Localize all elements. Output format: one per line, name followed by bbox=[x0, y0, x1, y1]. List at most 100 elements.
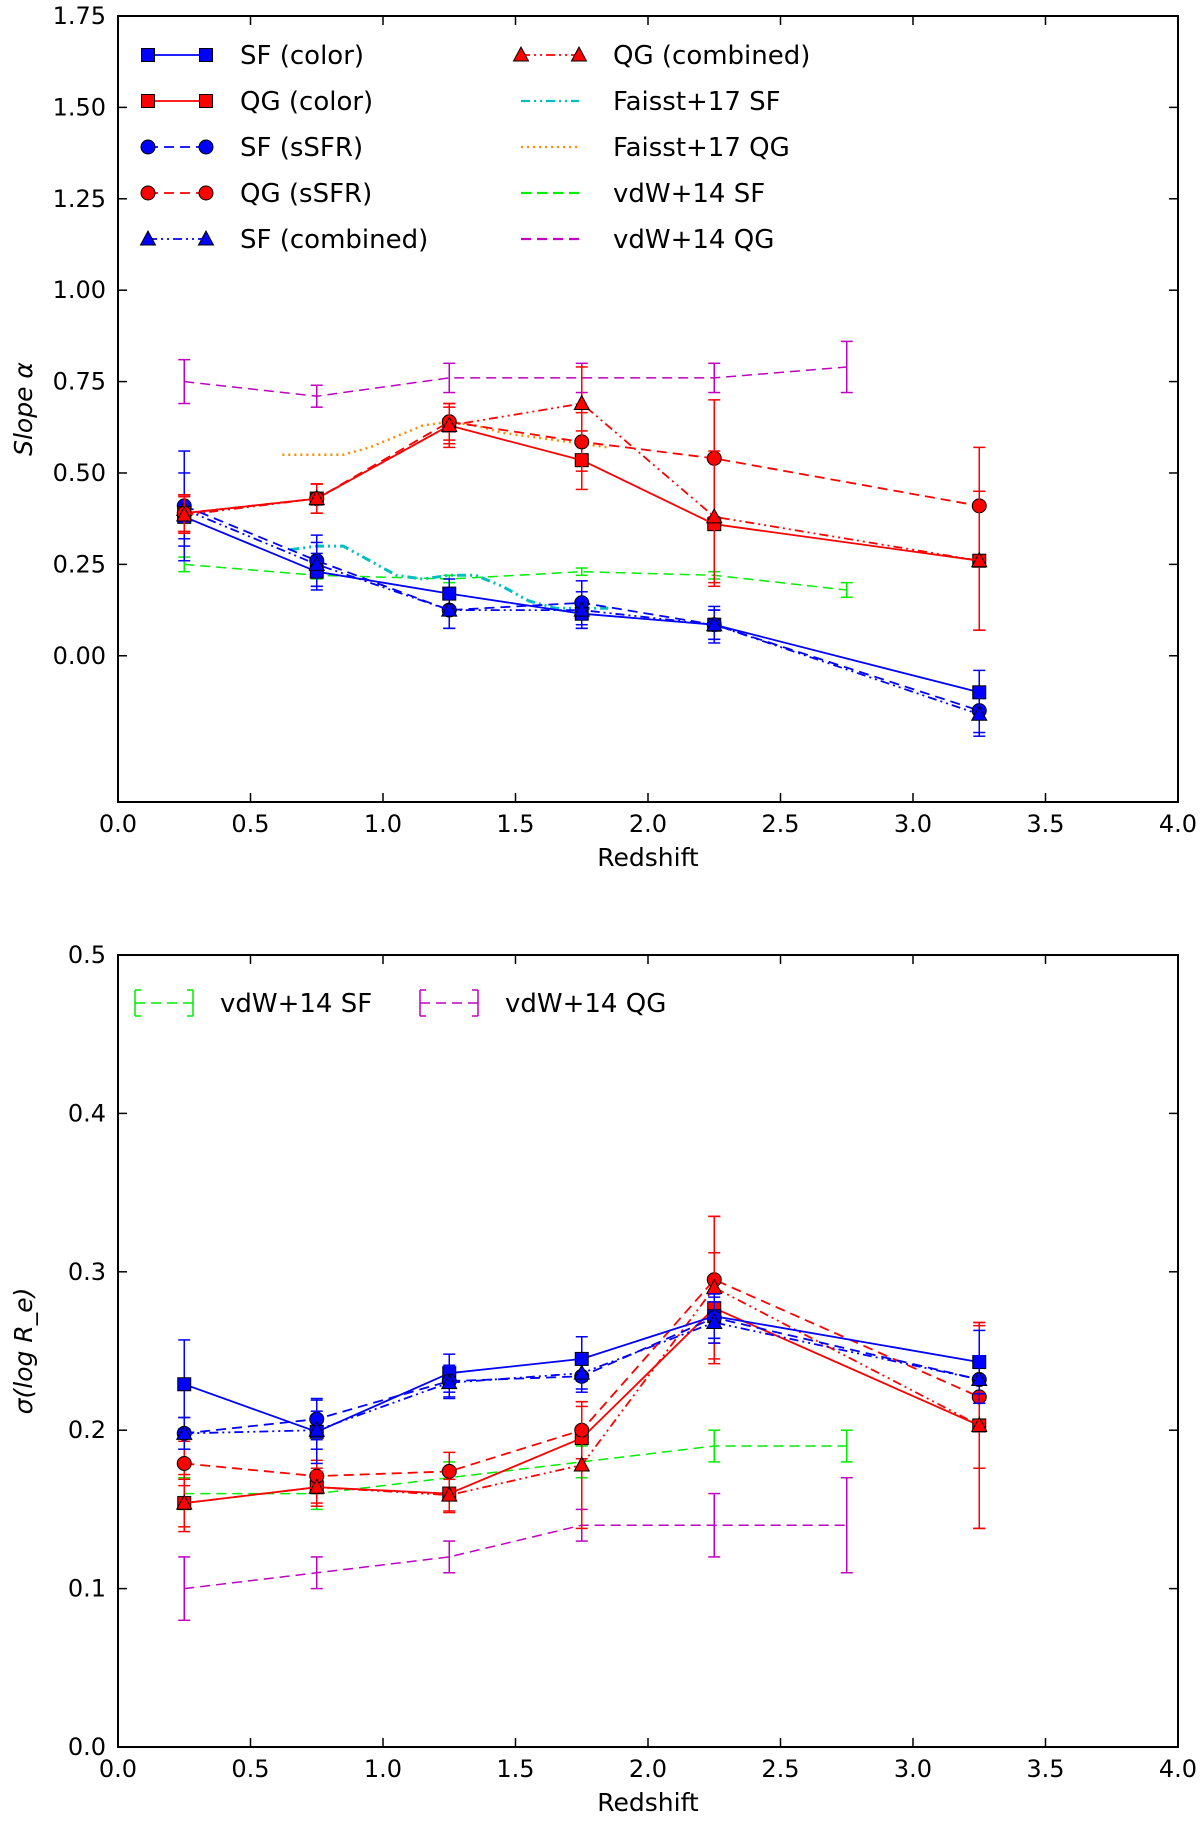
legend-entry-qg-ssfr: QG (sSFR) bbox=[140, 179, 372, 209]
legend-label: vdW+14 SF bbox=[220, 989, 372, 1019]
y-tick-label: 0.4 bbox=[68, 1099, 106, 1127]
series-vdw-14-qg bbox=[178, 340, 853, 408]
legend: vdW+14 SF vdW+14 QG bbox=[134, 989, 666, 1019]
legend-marker bbox=[139, 229, 157, 246]
data-point bbox=[970, 705, 988, 721]
legend-marker bbox=[140, 185, 156, 201]
data-point bbox=[705, 1313, 723, 1329]
legend-marker bbox=[141, 48, 155, 62]
legend-entry-qg-combined: QG (combined) bbox=[512, 41, 810, 71]
data-point bbox=[440, 1373, 458, 1390]
legend-marker bbox=[198, 185, 214, 201]
data-point bbox=[177, 1377, 192, 1392]
legend-entry-faisst-17-qg: Faisst+17 QG bbox=[521, 133, 790, 163]
y-tick-label: 0.0 bbox=[68, 1733, 106, 1761]
x-tick-label: 3.0 bbox=[894, 810, 932, 838]
legend-label: SF (color) bbox=[240, 41, 364, 71]
x-tick-label: 1.5 bbox=[496, 810, 534, 838]
x-axis-label: Redshift bbox=[597, 1788, 699, 1817]
x-tick-label: 1.0 bbox=[364, 810, 402, 838]
data-point bbox=[176, 1455, 192, 1471]
y-tick-label: 0.2 bbox=[68, 1416, 106, 1444]
legend-entry-faisst-17-sf: Faisst+17 SF bbox=[521, 87, 781, 117]
x-tick-label: 4.0 bbox=[1159, 810, 1197, 838]
y-axis-label: σ(log R_e) bbox=[9, 1288, 38, 1415]
data-point bbox=[573, 394, 591, 411]
legend-label: QG (sSFR) bbox=[240, 179, 372, 209]
legend-label: SF (combined) bbox=[240, 225, 428, 255]
data-point bbox=[705, 507, 723, 524]
data-point bbox=[970, 551, 988, 568]
series-line bbox=[183, 515, 980, 694]
x-tick-label: 2.0 bbox=[629, 810, 667, 838]
series-vdw-14-qg bbox=[178, 1476, 853, 1622]
y-tick-label: 0.50 bbox=[53, 459, 106, 487]
legend-entry-sf-ssfr: SF (sSFR) bbox=[140, 133, 363, 163]
data-point bbox=[440, 601, 458, 617]
series-faisst-17-qg bbox=[282, 420, 609, 456]
legend-marker bbox=[199, 94, 213, 108]
y-tick-label: 0.5 bbox=[68, 941, 106, 969]
data-point bbox=[573, 1455, 591, 1472]
series-line bbox=[183, 508, 980, 716]
x-tick-label: 1.5 bbox=[496, 1755, 534, 1783]
y-tick-label: 0.3 bbox=[68, 1258, 106, 1286]
data-point bbox=[573, 1364, 591, 1380]
series-faisst-17-sf bbox=[290, 544, 609, 610]
y-tick-label: 1.75 bbox=[53, 2, 106, 30]
legend-marker bbox=[198, 139, 214, 155]
x-tick-label: 1.0 bbox=[364, 1755, 402, 1783]
series-line bbox=[290, 544, 609, 610]
data-point bbox=[970, 1416, 988, 1432]
legend-label: vdW+14 QG bbox=[613, 225, 774, 255]
legend-entry-vdw-14-qg: vdW+14 QG bbox=[419, 989, 666, 1019]
legend-marker bbox=[197, 229, 215, 246]
data-point bbox=[970, 1370, 988, 1387]
legend-label: QG (color) bbox=[240, 87, 373, 117]
data-point bbox=[441, 1463, 457, 1479]
data-point bbox=[440, 1486, 458, 1502]
x-tick-label: 0.0 bbox=[99, 1755, 137, 1783]
legend-marker bbox=[512, 45, 530, 62]
legend: SF (color) QG (color) SF (sSFR) QG (sSFR) SF… bbox=[139, 41, 810, 255]
legend-label: QG (combined) bbox=[613, 41, 810, 71]
series-line bbox=[282, 420, 609, 456]
legend-entry-vdw-14-qg: vdW+14 QG bbox=[521, 225, 774, 255]
data-point bbox=[440, 416, 458, 432]
y-tick-label: 0.1 bbox=[68, 1575, 106, 1603]
series-sf-combined bbox=[175, 1301, 988, 1450]
series-line bbox=[184, 420, 980, 515]
data-point bbox=[308, 1421, 326, 1437]
x-tick-label: 0.5 bbox=[231, 1755, 269, 1783]
x-tick-label: 2.0 bbox=[629, 1755, 667, 1783]
data-point bbox=[175, 1494, 193, 1510]
legend-entry-sf-combined: SF (combined) bbox=[139, 225, 428, 255]
legend-entry-vdw-14-sf: vdW+14 SF bbox=[134, 989, 372, 1019]
bottom-panel-scatter-chart: 0.0 0.5 1.0 1.5 2.0 2.5 3.0 3.5 4.0 0.0 0.1 0.2 0.3 0… bbox=[9, 941, 1197, 1817]
y-axis-label: Slope α bbox=[9, 362, 38, 456]
series-qg-combined bbox=[175, 366, 988, 631]
legend-entry-sf-color: SF (color) bbox=[141, 41, 364, 71]
data-point bbox=[308, 489, 326, 506]
y-tick-label: 0.25 bbox=[53, 550, 106, 578]
series-line bbox=[184, 563, 847, 591]
y-tick-label: 1.50 bbox=[53, 93, 106, 121]
series-line bbox=[183, 1315, 980, 1433]
legend-label: Faisst+17 SF bbox=[613, 87, 781, 117]
legend-label: vdW+14 SF bbox=[613, 179, 765, 209]
data-point bbox=[308, 1478, 326, 1494]
x-tick-label: 3.0 bbox=[894, 1755, 932, 1783]
data-point bbox=[175, 505, 193, 522]
legend-entry-vdw-14-sf: vdW+14 SF bbox=[521, 179, 765, 209]
series-line bbox=[184, 1321, 980, 1435]
x-axis-label: Redshift bbox=[597, 843, 699, 872]
legend-label: vdW+14 QG bbox=[505, 989, 666, 1019]
data-point bbox=[308, 555, 326, 571]
x-tick-label: 3.5 bbox=[1026, 1755, 1064, 1783]
legend-label: SF (sSFR) bbox=[240, 133, 363, 163]
y-tick-label: 1.00 bbox=[53, 276, 106, 304]
legend-marker bbox=[199, 48, 213, 62]
x-tick-label: 4.0 bbox=[1159, 1755, 1197, 1783]
series-line bbox=[184, 424, 980, 562]
